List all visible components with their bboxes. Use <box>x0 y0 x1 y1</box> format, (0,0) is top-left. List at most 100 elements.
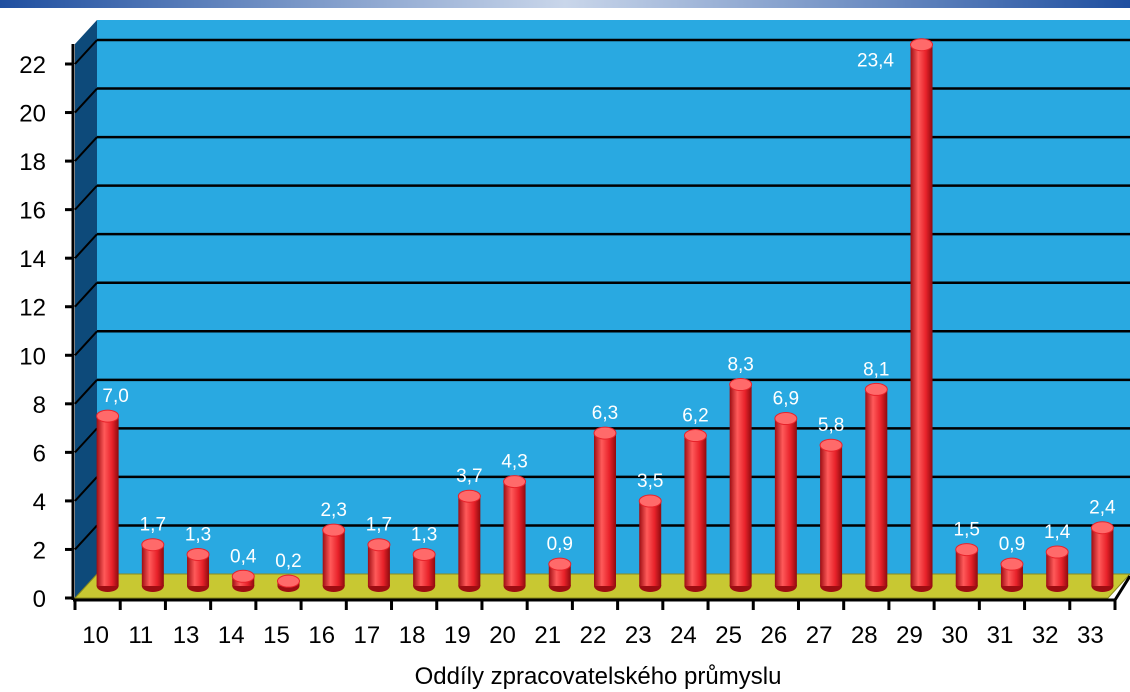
gridline-side <box>74 233 98 259</box>
bar <box>774 412 798 592</box>
bar-cap <box>955 543 979 557</box>
x-tick-labels: 10 11 13 14 15 16 17 18 19 20 21 22 23 24 25 26 27 28 29 30… <box>82 622 1103 649</box>
bar <box>1045 545 1069 592</box>
bar <box>503 475 527 592</box>
bar-cap <box>864 382 888 396</box>
gridline-side <box>74 136 98 162</box>
x-axis-title: Oddíly zpracovatelského průmyslu <box>415 663 782 690</box>
data-label: 1,7 <box>366 515 392 536</box>
bar-cap <box>683 429 707 443</box>
data-label: 0,9 <box>547 534 573 555</box>
x-tick-label: 31 <box>987 622 1014 649</box>
bar <box>1000 557 1024 592</box>
x-tick-label: 27 <box>806 622 833 649</box>
bar-cap <box>457 489 481 503</box>
gridline-side <box>74 427 98 454</box>
y-tick-label: 16 <box>19 198 46 225</box>
bar-body <box>684 435 707 586</box>
bar <box>683 429 707 592</box>
data-label: 0,2 <box>275 551 301 572</box>
y-tick-label: 14 <box>19 246 46 273</box>
bar-cap <box>548 557 572 571</box>
data-label: 5,8 <box>818 415 844 436</box>
data-label: 4,3 <box>501 452 527 473</box>
x-tick-label: 10 <box>82 622 109 649</box>
bar-cap <box>1090 521 1114 535</box>
bar-body <box>774 418 797 586</box>
bar-cap <box>593 426 617 440</box>
data-labels: 7,0 1,7 1,3 0,4 0,2 2,3 1,7 1,3 3,7 4,3 0,9 6,3 3,5 6… <box>102 51 1116 572</box>
bar-body <box>955 549 978 586</box>
bar-cap <box>774 412 798 426</box>
bar-body <box>729 384 752 586</box>
x-tick-label: 26 <box>761 622 788 649</box>
y-tick-label: 0 <box>33 586 46 613</box>
bar <box>864 382 888 592</box>
bar-cap <box>729 378 753 392</box>
data-label: 8,3 <box>727 355 753 376</box>
data-label: 23,4 <box>857 51 894 72</box>
bar <box>548 557 572 592</box>
bar-cap <box>819 438 843 452</box>
data-label: 3,7 <box>456 466 482 487</box>
axes <box>65 44 1130 610</box>
bar <box>910 38 934 592</box>
gridline-side <box>74 184 98 211</box>
x-tick-label: 13 <box>173 622 200 649</box>
bar-body <box>187 554 210 586</box>
x-tick-label: 19 <box>444 622 471 649</box>
gridline-side <box>74 379 98 405</box>
y-tick-labels: 0 2 4 6 8 10 12 14 16 18 20 22 <box>19 52 46 613</box>
data-label: 6,9 <box>773 389 799 410</box>
bar <box>955 543 979 592</box>
data-label: 0,4 <box>230 546 257 567</box>
data-label: 3,5 <box>637 471 663 492</box>
bar-cap <box>1045 545 1069 559</box>
bar <box>231 569 255 592</box>
y-tick-label: 18 <box>19 149 46 176</box>
x-tick-label: 30 <box>941 622 968 649</box>
data-label: 8,1 <box>863 359 889 380</box>
bar-cap <box>276 574 300 588</box>
x-tick-label: 23 <box>625 622 652 649</box>
bar-body <box>367 544 390 586</box>
bar-cap <box>367 538 391 552</box>
bar <box>322 523 346 592</box>
x-axis-depth-line <box>1113 575 1130 601</box>
x-tick-label: 24 <box>670 622 697 649</box>
bar <box>141 538 165 592</box>
bar-body <box>96 416 119 586</box>
gridline-side <box>74 282 98 308</box>
x-tick-label: 29 <box>896 622 923 649</box>
y-tick-label: 20 <box>19 101 46 128</box>
side-wall <box>75 20 97 598</box>
bar-body <box>413 554 436 586</box>
bar-cap <box>412 547 436 561</box>
gridline-side <box>74 87 98 114</box>
y-tick-label: 6 <box>33 440 46 467</box>
x-tick-label: 33 <box>1077 622 1104 649</box>
gridline-side <box>74 524 98 551</box>
bar-body <box>1046 552 1069 586</box>
data-label: 1,3 <box>411 524 437 545</box>
bar-body <box>503 481 526 586</box>
gridline-side <box>74 330 98 356</box>
x-tick-label: 21 <box>534 622 561 649</box>
y-tick-label: 10 <box>19 343 46 370</box>
bar-body <box>1091 527 1114 586</box>
data-label: 2,3 <box>320 500 346 521</box>
bar-cap <box>96 409 120 423</box>
bar-cap <box>231 569 255 583</box>
gridline-side <box>74 476 98 502</box>
bar-body <box>820 445 843 586</box>
bar-body <box>458 496 481 586</box>
data-label: 1,7 <box>140 515 166 536</box>
x-tick-label: 11 <box>128 622 153 649</box>
gridlines <box>74 38 1130 551</box>
bar <box>638 494 662 592</box>
bar-body <box>322 530 345 586</box>
bars <box>96 38 1114 592</box>
bar <box>96 409 120 592</box>
x-tick-label: 16 <box>308 622 335 649</box>
